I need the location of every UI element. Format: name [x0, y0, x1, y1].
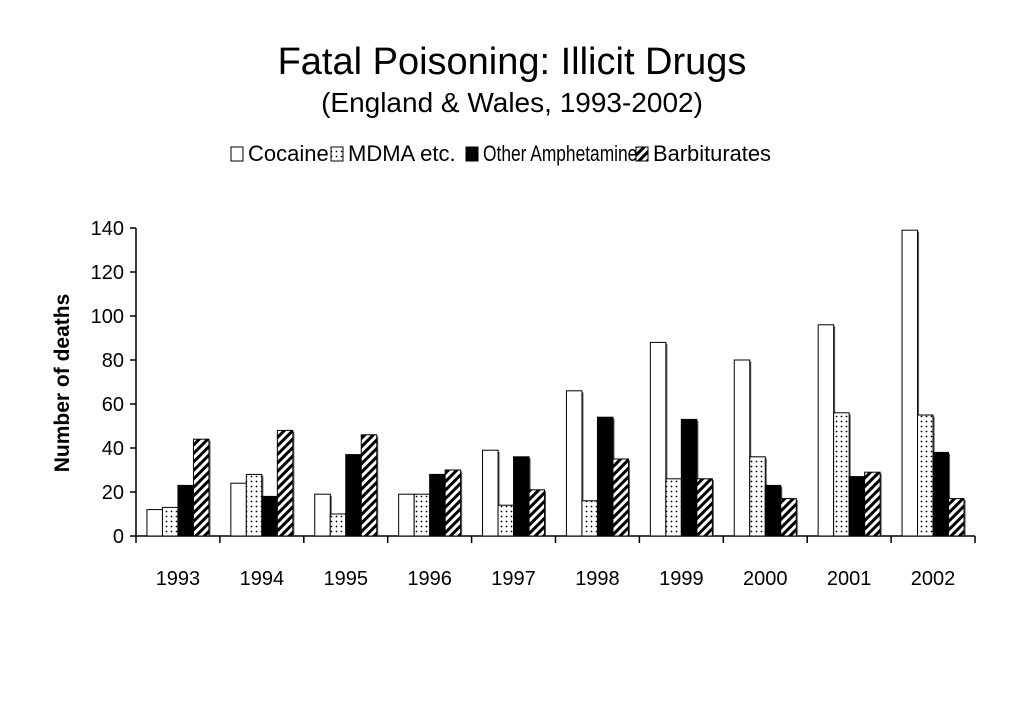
- x-tick-label: 2002: [911, 568, 956, 590]
- x-axis: 1993 1994 1995 1996 1997 1998 1999 2000 2001 2002: [136, 536, 975, 590]
- bar-dotted: [582, 501, 598, 536]
- bar-black: [346, 455, 362, 536]
- bar-black: [849, 477, 865, 536]
- legend-swatch: [231, 147, 243, 161]
- chart-title: Fatal Poisoning: Illicit Drugs: [278, 41, 747, 83]
- bar-black: [933, 452, 949, 536]
- x-tick-label: 1994: [240, 568, 285, 590]
- y-tick-label: 0: [113, 526, 124, 548]
- bar-dotted: [246, 474, 262, 536]
- y-tick-label: 20: [102, 482, 124, 504]
- bar-hatched: [361, 435, 377, 536]
- bar-white: [231, 483, 247, 536]
- y-tick-label: 40: [102, 438, 124, 460]
- bar-hatched: [193, 439, 209, 536]
- x-tick-label: 1998: [575, 568, 620, 590]
- x-tick-label: 1999: [659, 568, 704, 590]
- legend-swatch: [466, 147, 478, 161]
- legend-label: Barbiturates: [653, 141, 771, 166]
- bar-hatched: [613, 459, 629, 536]
- bar-black: [765, 485, 781, 536]
- bar-hatched: [781, 499, 797, 536]
- y-axis: 0 20 40 60 80 100 120 140: [91, 218, 136, 548]
- bars: [147, 230, 966, 536]
- bar-black: [430, 474, 446, 536]
- bar-white: [566, 391, 582, 536]
- bar-dotted: [834, 413, 850, 536]
- chart: Fatal Poisoning: Illicit Drugs (England …: [0, 0, 1024, 709]
- y-tick-label: 120: [91, 262, 124, 284]
- bar-hatched: [697, 479, 713, 536]
- bar-dotted: [918, 415, 934, 536]
- x-tick-label: 1997: [491, 568, 536, 590]
- y-tick-label: 100: [91, 306, 124, 328]
- bar-white: [902, 230, 918, 536]
- chart-subtitle: (England & Wales, 1993-2002): [321, 87, 703, 118]
- x-tick-label: 1993: [156, 568, 201, 590]
- legend-label: MDMA etc.: [348, 141, 456, 166]
- bar-white: [734, 360, 750, 536]
- bar-hatched: [529, 490, 545, 536]
- bar-black: [514, 457, 530, 536]
- bar-hatched: [949, 499, 965, 536]
- legend-label: Other Amphetamines: [483, 141, 646, 166]
- y-tick-label: 140: [91, 218, 124, 240]
- bar-chart-svg: Fatal Poisoning: Illicit Drugs (England …: [0, 0, 1024, 709]
- bar-hatched: [865, 472, 881, 536]
- bar-hatched: [277, 430, 293, 536]
- x-tick-label: 1995: [324, 568, 369, 590]
- bar-white: [650, 342, 666, 536]
- bar-black: [262, 496, 278, 536]
- x-tick-label: 1996: [407, 568, 452, 590]
- bar-white: [399, 494, 415, 536]
- bar-white: [483, 450, 499, 536]
- bar-white: [818, 325, 834, 536]
- bar-white: [147, 510, 163, 536]
- y-tick-label: 80: [102, 350, 124, 372]
- y-tick-label: 60: [102, 394, 124, 416]
- y-axis-label: Number of deaths: [51, 294, 74, 473]
- bar-dotted: [750, 457, 766, 536]
- x-tick-label: 2001: [827, 568, 872, 590]
- legend-swatch: [636, 147, 648, 161]
- bar-black: [178, 485, 194, 536]
- legend-label: Cocaine: [248, 141, 329, 166]
- x-tick-label: 2000: [743, 568, 788, 590]
- bar-white: [315, 494, 331, 536]
- bar-dotted: [330, 514, 346, 536]
- bar-hatched: [445, 470, 461, 536]
- bar-dotted: [162, 507, 178, 536]
- bar-dotted: [498, 505, 514, 536]
- bar-dotted: [414, 494, 430, 536]
- legend: Cocaine MDMA etc. Other Amphetamines Barbit…: [231, 141, 771, 166]
- legend-swatch: [331, 147, 343, 161]
- bar-black: [597, 417, 613, 536]
- bar-dotted: [666, 479, 682, 536]
- bar-black: [681, 419, 697, 536]
